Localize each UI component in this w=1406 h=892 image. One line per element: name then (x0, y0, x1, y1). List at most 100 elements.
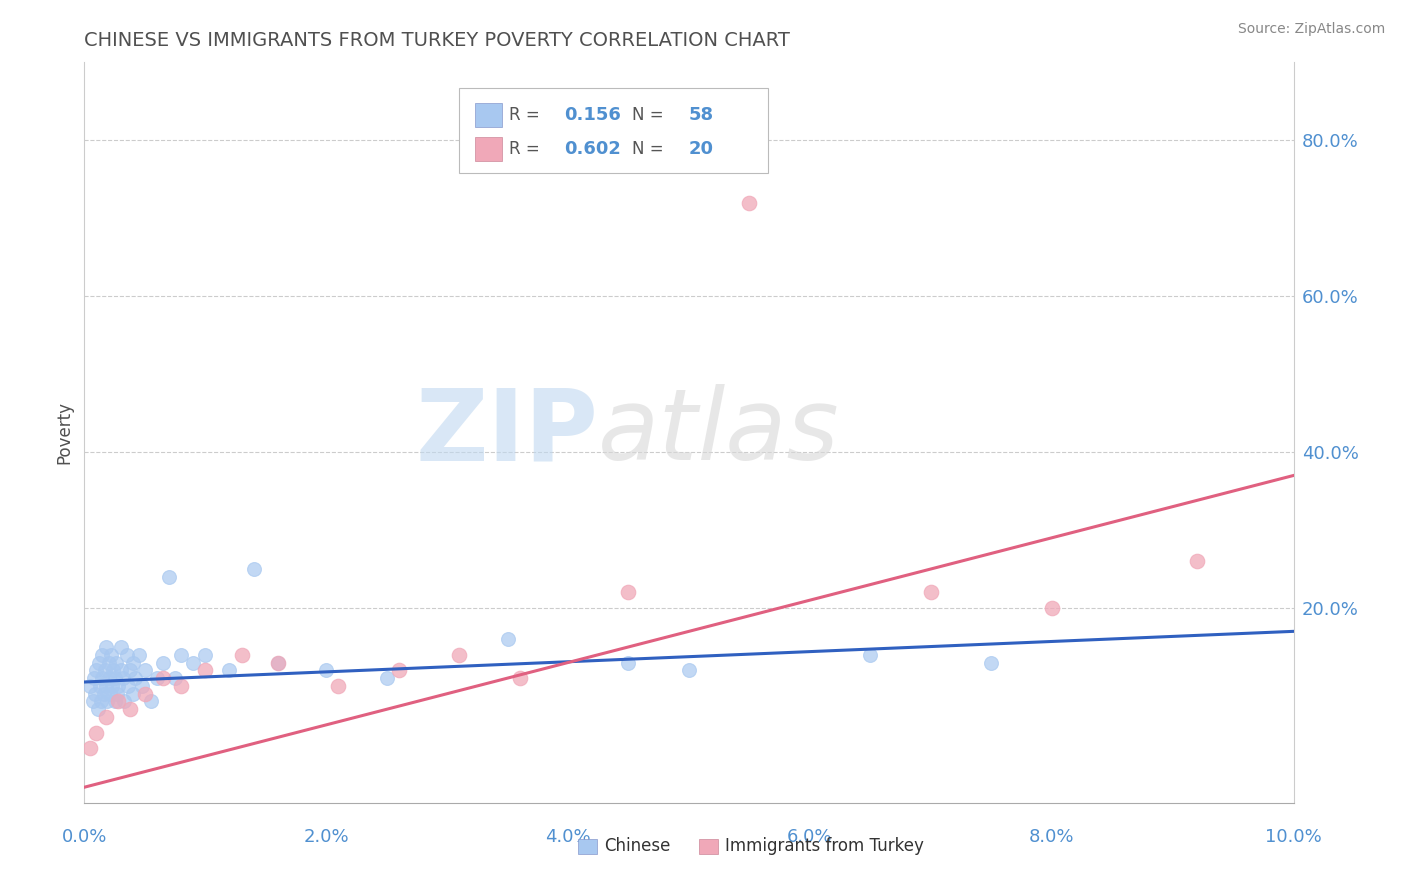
FancyBboxPatch shape (460, 88, 768, 173)
Point (509, 671, 531, 685)
Point (91, 648, 114, 662)
Point (86, 725, 108, 739)
Point (165, 671, 187, 685)
Point (107, 694, 129, 708)
Text: R =: R = (509, 106, 544, 124)
Text: 58: 58 (689, 106, 714, 124)
Point (170, 648, 193, 662)
Point (94, 710, 117, 724)
Point (107, 679, 129, 693)
Point (87, 656, 110, 670)
Point (134, 687, 156, 701)
Point (120, 702, 142, 716)
Point (117, 679, 139, 693)
Point (104, 656, 127, 670)
Point (218, 663, 240, 677)
Point (617, 656, 640, 670)
Point (267, 656, 290, 670)
Point (128, 648, 150, 662)
Point (170, 679, 193, 693)
Point (86, 663, 108, 677)
Text: 6.0%: 6.0% (787, 828, 832, 846)
Point (375, 671, 398, 685)
Point (115, 648, 138, 662)
Point (110, 663, 132, 677)
Point (84, 687, 107, 701)
Point (131, 679, 153, 693)
Point (496, 632, 519, 647)
Point (83, 671, 105, 685)
Point (94, 640, 117, 654)
Point (90, 694, 112, 708)
Point (738, 195, 761, 210)
Point (91, 671, 114, 685)
Point (194, 663, 217, 677)
Point (79, 679, 101, 693)
Point (152, 656, 174, 670)
Point (678, 663, 700, 677)
Text: N =: N = (633, 140, 669, 158)
Point (242, 562, 264, 576)
Point (112, 671, 135, 685)
Bar (699, 839, 718, 854)
Point (1185, 554, 1208, 568)
Text: atlas: atlas (599, 384, 839, 481)
Text: 10.0%: 10.0% (1265, 828, 1322, 846)
Text: 8.0%: 8.0% (1029, 828, 1074, 846)
Point (315, 663, 337, 677)
Point (98, 687, 121, 701)
Point (121, 687, 143, 701)
Text: 0.156: 0.156 (564, 106, 621, 124)
Point (134, 663, 156, 677)
Point (146, 671, 169, 685)
Point (980, 656, 1002, 670)
Point (449, 648, 471, 662)
Text: Immigrants from Turkey: Immigrants from Turkey (725, 838, 924, 855)
Point (94, 679, 117, 693)
Point (139, 694, 162, 708)
Text: 2.0%: 2.0% (304, 828, 349, 846)
Point (94, 663, 117, 677)
Bar (578, 839, 598, 854)
Point (231, 648, 253, 662)
Point (617, 585, 640, 599)
Point (101, 679, 124, 693)
Point (100, 648, 122, 662)
Point (121, 656, 143, 670)
Text: 20: 20 (689, 140, 714, 158)
Text: ZIP: ZIP (415, 384, 599, 481)
Point (97, 671, 120, 685)
Point (96, 694, 118, 708)
Point (120, 663, 142, 677)
Point (1040, 601, 1063, 615)
Point (194, 648, 217, 662)
Point (181, 656, 204, 670)
Point (112, 694, 135, 708)
Point (103, 663, 125, 677)
Point (328, 679, 350, 693)
Point (82, 694, 104, 708)
Point (93, 687, 115, 701)
Point (124, 671, 146, 685)
Point (104, 671, 127, 685)
Point (388, 663, 411, 677)
Point (157, 570, 180, 584)
Point (97, 656, 120, 670)
Text: N =: N = (633, 106, 669, 124)
Text: 0.602: 0.602 (564, 140, 621, 158)
Point (110, 640, 132, 654)
Point (79, 741, 101, 756)
Point (152, 671, 174, 685)
Bar (475, 137, 502, 161)
Point (920, 585, 942, 599)
Text: 4.0%: 4.0% (546, 828, 591, 846)
Point (104, 694, 127, 708)
Text: 0.0%: 0.0% (62, 828, 107, 846)
Point (267, 656, 290, 670)
Point (86, 702, 108, 716)
Text: CHINESE VS IMMIGRANTS FROM TURKEY POVERTY CORRELATION CHART: CHINESE VS IMMIGRANTS FROM TURKEY POVERT… (84, 30, 790, 50)
Point (89, 679, 111, 693)
Bar (475, 103, 502, 127)
Text: R =: R = (509, 140, 544, 158)
Text: Chinese: Chinese (605, 838, 671, 855)
